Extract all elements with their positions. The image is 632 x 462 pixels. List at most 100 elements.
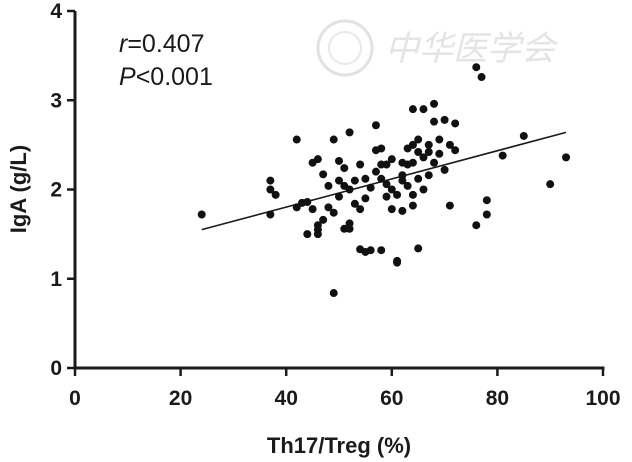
data-point: [451, 146, 460, 155]
data-point: [440, 115, 449, 124]
data-point: [371, 167, 380, 176]
data-point: [329, 208, 338, 217]
data-point: [408, 158, 417, 167]
data-point: [366, 246, 375, 255]
data-point: [382, 160, 391, 169]
data-point: [345, 219, 354, 228]
data-point: [414, 148, 423, 157]
data-point: [419, 105, 428, 114]
data-point: [472, 221, 481, 230]
y-tick-label: 0: [50, 357, 62, 380]
data-point: [482, 210, 491, 219]
data-point: [519, 131, 528, 140]
data-point: [387, 185, 396, 194]
data-point: [424, 140, 433, 149]
data-point: [329, 289, 338, 298]
data-point: [414, 135, 423, 144]
data-point: [366, 183, 375, 192]
data-point: [393, 256, 402, 265]
data-point: [313, 230, 322, 239]
x-tick-label: 100: [585, 387, 620, 410]
data-point: [371, 121, 380, 130]
x-axis-title: Th17/Treg (%): [267, 433, 411, 458]
data-point: [408, 190, 417, 199]
y-axis-title: IgA (g/L): [6, 145, 31, 233]
data-point: [430, 99, 439, 108]
data-point: [387, 155, 396, 164]
data-point: [329, 135, 338, 144]
watermark-text: 中华医学会: [385, 29, 559, 69]
data-point: [424, 171, 433, 180]
x-tick-label: 40: [275, 387, 298, 410]
data-point: [398, 171, 407, 180]
data-point: [345, 185, 354, 194]
x-tick-label: 80: [486, 387, 509, 410]
data-point: [377, 246, 386, 255]
correlation-annotation: r=0.407: [119, 30, 205, 58]
data-point: [445, 140, 454, 149]
data-point: [335, 176, 343, 185]
y-tick-label: 3: [50, 89, 62, 112]
x-tick-label: 60: [380, 387, 403, 410]
x-tick-label: 20: [169, 387, 192, 410]
watermark-seal-inner: [328, 31, 362, 65]
data-point: [377, 144, 386, 153]
data-point: [313, 155, 322, 164]
data-point: [361, 194, 370, 203]
data-point: [440, 165, 449, 174]
data-point: [335, 156, 343, 165]
r-symbol: r: [119, 30, 129, 58]
data-point: [403, 181, 412, 190]
data-point: [546, 180, 555, 189]
x-tick-label: 0: [69, 387, 81, 410]
data-point: [382, 192, 391, 201]
data-point: [350, 176, 359, 185]
data-point: [445, 201, 454, 210]
watermark-seal-icon: [316, 19, 374, 77]
data-point: [414, 174, 423, 183]
data-point: [324, 181, 333, 190]
r-value: =0.407: [127, 30, 204, 58]
y-tick-label: 1: [50, 268, 62, 291]
data-point: [361, 174, 370, 183]
data-point: [414, 244, 423, 253]
data-point: [393, 190, 402, 199]
data-point: [377, 174, 386, 183]
data-point: [266, 176, 275, 185]
watermark: 中华医学会: [316, 19, 559, 77]
data-point: [303, 197, 312, 206]
data-point: [430, 117, 439, 126]
data-point: [472, 63, 481, 72]
data-point: [498, 151, 507, 160]
data-point: [292, 203, 301, 212]
data-point: [430, 158, 439, 167]
data-point: [419, 185, 428, 194]
data-point: [482, 196, 491, 205]
x-axis-ticks: 0 20 40 60 80 100: [69, 368, 621, 410]
p-value-annotation: P<0.001: [119, 63, 213, 91]
data-point: [424, 148, 433, 157]
data-points: [197, 63, 571, 298]
p-symbol: P: [119, 63, 136, 91]
p-value: <0.001: [136, 63, 213, 91]
data-point: [356, 160, 365, 169]
data-point: [197, 210, 206, 219]
data-point: [340, 164, 349, 173]
data-point: [387, 205, 396, 214]
data-point: [271, 190, 280, 199]
data-point: [303, 230, 312, 239]
data-point: [398, 206, 407, 215]
data-point: [266, 210, 275, 219]
data-point: [382, 180, 391, 189]
y-tick-label: 4: [50, 0, 62, 23]
data-point: [477, 73, 486, 82]
data-point: [345, 128, 354, 137]
data-point: [451, 119, 460, 128]
data-point: [419, 153, 428, 162]
data-point: [435, 149, 444, 158]
data-point: [319, 215, 328, 224]
data-point: [562, 153, 571, 162]
data-point: [356, 205, 365, 214]
data-point: [408, 140, 417, 149]
